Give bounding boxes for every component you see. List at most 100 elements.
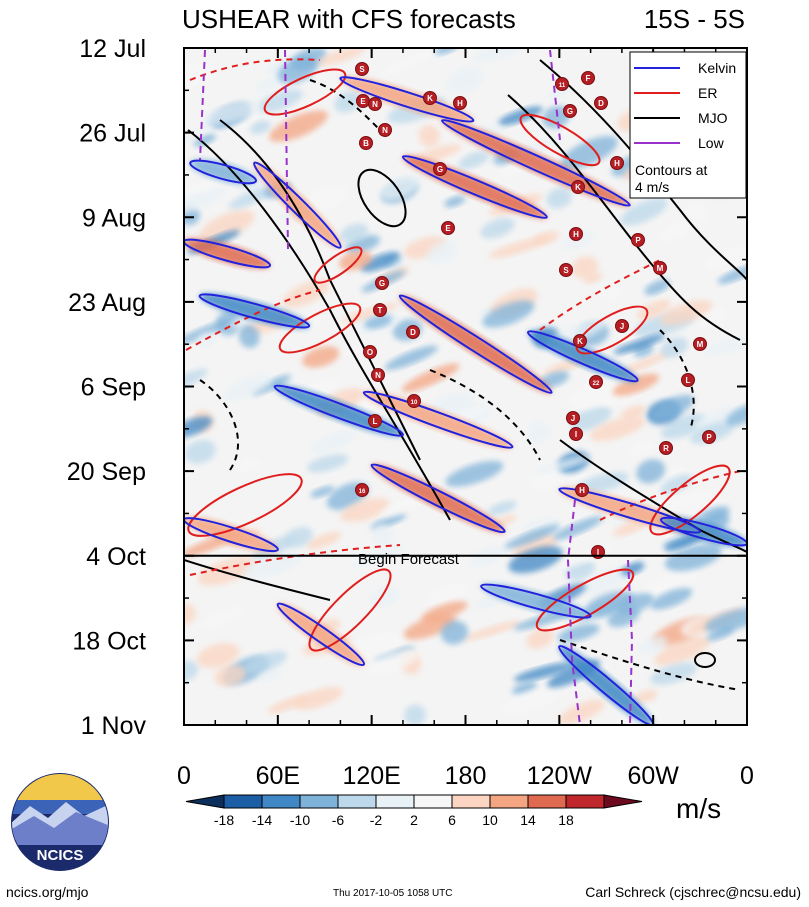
x-tick-label: 60W xyxy=(627,762,679,790)
svg-text:D: D xyxy=(410,328,416,337)
legend-label: Kelvin xyxy=(698,60,736,76)
colorbar-swatch xyxy=(451,794,491,809)
heat-cell xyxy=(427,583,468,607)
colorbar: -18 -14 -10 -6 -2 2 6 10 14 18 xyxy=(185,794,643,828)
storm-marker: 10 xyxy=(407,394,421,408)
svg-text:R: R xyxy=(663,444,669,453)
storm-marker: 11 xyxy=(555,77,569,91)
heat-cell xyxy=(340,343,370,356)
y-tick-label: 12 Jul xyxy=(79,35,146,63)
x-tick-label: 180 xyxy=(445,762,487,790)
heat-cell xyxy=(368,586,400,608)
kelvin-contour xyxy=(198,293,311,329)
heat-cell xyxy=(237,458,260,473)
shear-band xyxy=(184,238,271,269)
heat-cell xyxy=(583,273,603,284)
heat-cell xyxy=(369,649,418,675)
heat-cell xyxy=(380,175,422,201)
svg-text:M: M xyxy=(697,340,704,349)
storm-marker: G xyxy=(563,104,577,118)
wave-contours xyxy=(184,49,747,725)
colorbar-swatch xyxy=(185,794,225,809)
kelvin-contour xyxy=(526,330,639,383)
heat-cell xyxy=(199,209,255,241)
colorbar-units: m/s xyxy=(676,793,721,824)
heat-cell xyxy=(475,595,503,609)
heat-cell xyxy=(306,454,349,473)
storm-marker: J xyxy=(615,319,629,333)
shear-band xyxy=(481,583,591,619)
heat-cell xyxy=(517,137,563,154)
heat-cell xyxy=(401,363,460,393)
heat-cell xyxy=(184,180,221,199)
heat-cell xyxy=(621,405,647,419)
heat-cell xyxy=(184,62,218,91)
svg-text:D: D xyxy=(598,99,604,108)
kelvin-contour xyxy=(339,76,475,123)
shear-band xyxy=(399,295,552,394)
heat-cell xyxy=(569,379,617,406)
storm-marker: D xyxy=(594,96,608,110)
heat-cell xyxy=(488,237,549,259)
colorbar-label: -14 xyxy=(252,812,272,828)
heat-cell xyxy=(404,704,426,725)
colorbar-swatch xyxy=(603,794,643,809)
kelvin-contour xyxy=(362,390,514,449)
svg-text:J: J xyxy=(571,414,575,423)
ncics-logo: NCICS xyxy=(11,773,109,871)
svg-text:M: M xyxy=(657,264,664,273)
heat-cell xyxy=(617,352,670,376)
heat-cell xyxy=(446,67,484,94)
legend: Kelvin ER MJO Low Contours at 4 m/s xyxy=(629,51,747,199)
heat-cell xyxy=(197,556,256,586)
x-tick-label: 60E xyxy=(256,762,300,790)
heat-cell xyxy=(372,524,394,548)
kelvin-contour xyxy=(253,161,342,249)
heat-cell xyxy=(704,243,747,270)
heat-cell xyxy=(636,459,666,484)
er-contour xyxy=(519,113,601,167)
mjo-contour xyxy=(187,129,451,521)
heat-cell xyxy=(302,185,348,213)
heat-cell xyxy=(223,374,273,401)
heat-cell xyxy=(725,403,747,426)
svg-text:K: K xyxy=(427,94,433,103)
heat-cell xyxy=(557,623,600,643)
axes: 12 Jul 26 Jul 9 Aug 23 Aug 6 Sep 20 Sep 4 Oct 1… xyxy=(67,35,754,790)
svg-text:K: K xyxy=(577,337,583,346)
heat-cell xyxy=(552,516,603,541)
colorbar-swatch xyxy=(375,794,415,809)
heat-cell xyxy=(243,651,288,674)
svg-text:I: I xyxy=(597,548,599,557)
shear-band xyxy=(363,391,513,449)
kelvin-contour xyxy=(558,645,655,725)
heat-cell xyxy=(657,221,695,242)
storm-marker: K xyxy=(423,91,437,105)
er-contour xyxy=(278,302,362,354)
heat-cell xyxy=(684,202,707,225)
heat-cell xyxy=(651,394,695,421)
heat-cell xyxy=(345,235,381,254)
er-contour xyxy=(263,68,347,116)
heat-cell xyxy=(620,198,668,226)
kelvin-contour xyxy=(370,463,506,534)
heat-cell xyxy=(649,467,691,489)
svg-text:N: N xyxy=(372,100,378,109)
storm-marker: P xyxy=(702,430,716,444)
heat-cell xyxy=(589,416,646,442)
storm-marker: F xyxy=(581,71,595,85)
er-contour xyxy=(649,464,731,536)
svg-text:P: P xyxy=(706,433,712,442)
heat-cell xyxy=(444,195,466,208)
heat-cell xyxy=(613,334,665,355)
kelvin-contour xyxy=(398,294,553,394)
storm-marker: N xyxy=(378,123,392,137)
heat-cell xyxy=(185,439,216,464)
heat-cell xyxy=(418,124,440,148)
y-tick-label: 18 Oct xyxy=(72,627,146,655)
heat-cell xyxy=(249,120,271,135)
svg-text:G: G xyxy=(437,165,443,174)
shear-band xyxy=(527,330,638,382)
heat-cell xyxy=(498,106,543,126)
